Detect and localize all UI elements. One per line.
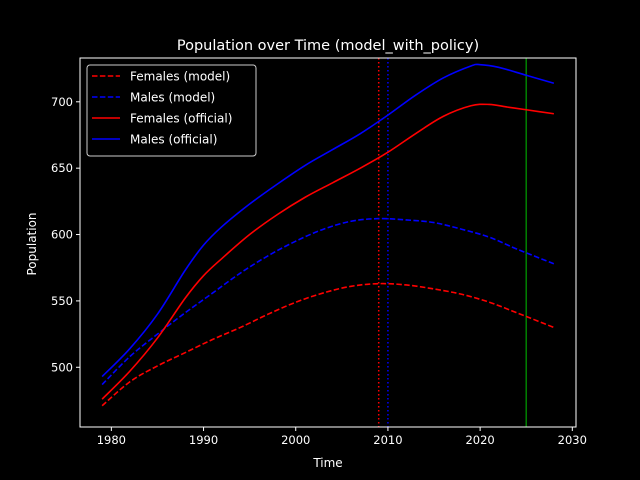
- y-axis-label: Population: [25, 212, 39, 275]
- series-line-males-model: [101, 217, 555, 386]
- legend-entry-label: Males (official): [130, 133, 217, 147]
- plot-area: 1980 1990 2000 2010 2020 2030 500 550 600 650 700: [51, 57, 587, 447]
- y-tick-label: 650: [51, 161, 73, 175]
- x-tick-label: 2010: [373, 433, 402, 447]
- legend-entry-label: Females (official): [130, 112, 232, 126]
- series-line-females-official: [101, 103, 554, 400]
- x-tick-label: 1990: [189, 433, 218, 447]
- x-tick-label: 2030: [558, 433, 587, 447]
- ticks-group: 1980 1990 2000 2010 2020 2030 500 550 600 650 700: [51, 95, 587, 447]
- series-group: [101, 58, 555, 427]
- x-tick-label: 2000: [281, 433, 310, 447]
- legend: Females (model) Males (model) Females (off…: [86, 64, 257, 157]
- series-line-females-model: [101, 282, 555, 407]
- series-line-males-official: [101, 63, 555, 378]
- x-tick-label: 1980: [97, 433, 126, 447]
- y-tick-label: 500: [51, 360, 73, 374]
- y-tick-label: 600: [51, 228, 73, 242]
- axes-frame: [79, 57, 577, 428]
- chart-title: Population over Time (model_with_policy): [177, 38, 479, 54]
- x-axis-label: Time: [312, 456, 342, 470]
- legend-box: [86, 64, 257, 157]
- y-tick-label: 700: [51, 95, 73, 109]
- y-tick-label: 550: [51, 294, 73, 308]
- legend-entry-label: Females (model): [130, 70, 230, 84]
- legend-entry-label: Males (model): [130, 91, 215, 105]
- x-tick-label: 2020: [465, 433, 494, 447]
